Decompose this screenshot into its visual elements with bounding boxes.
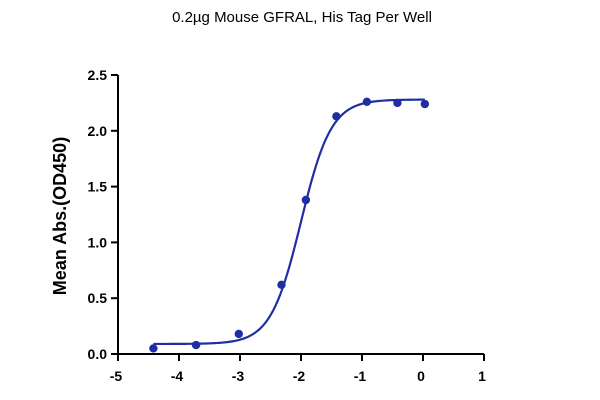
x-tick-label: -1: [354, 368, 367, 384]
data-point: [362, 97, 372, 106]
data-point: [277, 280, 286, 290]
y-tick-label: 2.5: [88, 67, 108, 83]
y-tick-label: 1.5: [88, 179, 108, 195]
x-tick-label: -4: [171, 368, 184, 384]
axes: 0.0 0.5 1.0 1.5 2.0 2.5 -5 -4 -3 -2 -1 0 1: [88, 67, 487, 384]
fit-layer: [153, 98, 425, 346]
data-point: [301, 195, 311, 205]
x-tick-label: 1: [478, 368, 486, 384]
y-tick-label: 1.0: [88, 234, 108, 250]
data-point: [191, 340, 201, 350]
data-point: [420, 99, 430, 109]
x-tick-label: -5: [110, 368, 123, 384]
x-tick-label: -2: [293, 368, 306, 384]
data-point: [234, 329, 243, 339]
y-tick-label: 2.0: [88, 123, 108, 139]
points-layer: [149, 97, 430, 353]
fit-curve: [153, 98, 425, 346]
data-point: [149, 344, 158, 353]
y-tick-label: 0.5: [88, 290, 108, 306]
data-point: [393, 98, 402, 108]
x-tick-label: -3: [232, 368, 245, 384]
y-axis-label: Mean Abs.(OD450): [50, 137, 70, 295]
data-point: [332, 112, 341, 121]
chart-subtitle: 0.2µg Mouse GFRAL, His Tag Per Well: [172, 9, 432, 26]
y-tick-label: 0.0: [88, 346, 108, 362]
x-tick-label: 0: [417, 368, 425, 384]
